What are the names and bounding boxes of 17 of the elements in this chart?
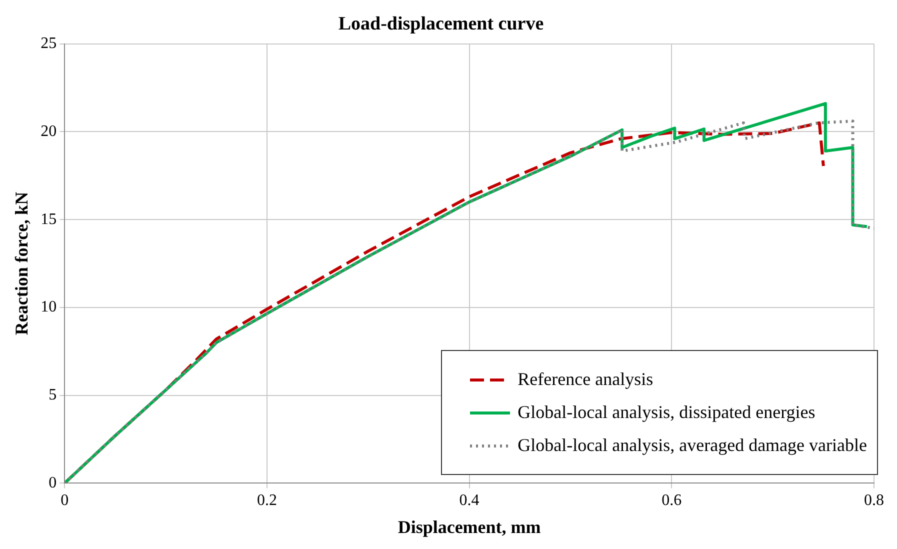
y-tick-label: 25 <box>40 35 57 52</box>
y-tick-label: 5 <box>48 386 57 404</box>
y-axis-title: Reaction force, kN <box>11 192 32 336</box>
legend-label: Reference analysis <box>518 369 654 390</box>
legend-label: Global-local analysis, dissipated energies <box>518 402 816 423</box>
x-tick-label: 0.4 <box>459 492 480 510</box>
x-tick-label: 0.8 <box>864 492 884 510</box>
y-tick-label: 10 <box>40 298 57 316</box>
y-tick-label: 20 <box>40 122 57 140</box>
x-axis-title: Displacement, mm <box>398 516 541 537</box>
y-tick-label: 0 <box>48 474 57 492</box>
x-tick-label: 0 <box>60 492 69 510</box>
y-tick-label: 15 <box>40 210 57 228</box>
x-tick-label: 0.2 <box>256 492 277 510</box>
x-tick-label: 0.6 <box>662 492 682 510</box>
chart-title: Load-displacement curve <box>338 13 544 34</box>
legend-label: Global-local analysis, averaged damage variable <box>518 435 867 456</box>
